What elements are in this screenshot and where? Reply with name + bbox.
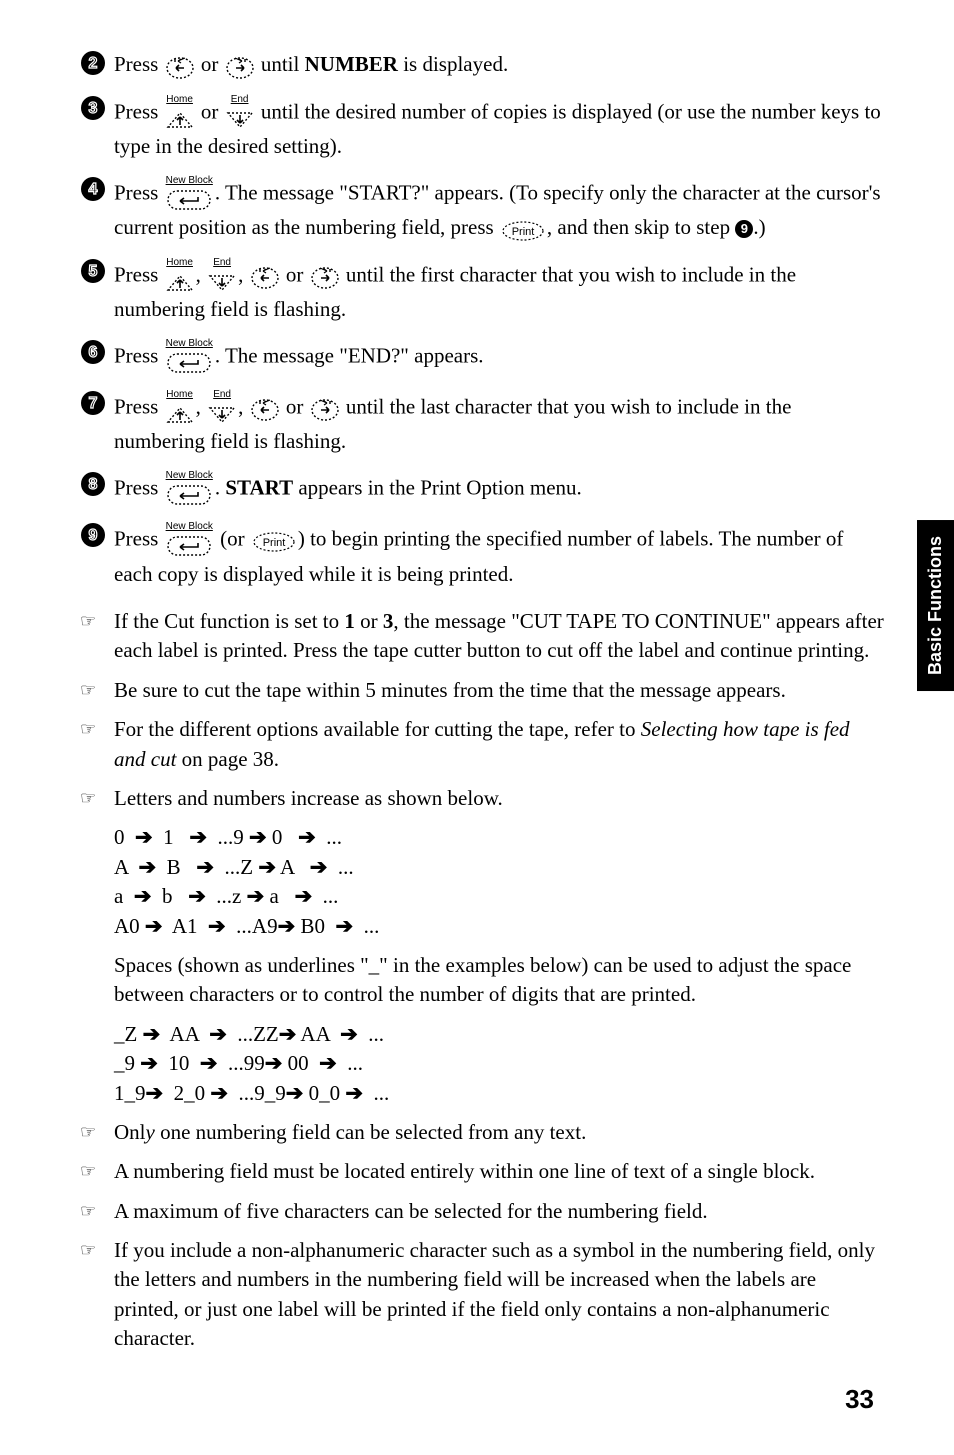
increment-row: A ➔ B ➔ ...Z ➔ A ➔ ... [114, 853, 884, 882]
step-text: Press New Block (or Print ) to begin pri… [114, 522, 884, 589]
note: ☞ Only one numbering field can be select… [80, 1118, 884, 1147]
note-text: A numbering field must be located entire… [114, 1157, 884, 1186]
note: ☞ A numbering field must be located enti… [80, 1157, 884, 1186]
i-enter-icon: New Block [166, 471, 213, 508]
svg-text:9: 9 [89, 527, 98, 544]
step-bullet: 3 [80, 95, 114, 121]
svg-text:2: 2 [89, 55, 98, 72]
note-icon: ☞ [80, 715, 114, 742]
note-text: Only one numbering field can be selected… [114, 1118, 884, 1147]
i-up-icon: Home [166, 390, 194, 427]
step-bullet: 2 [80, 50, 114, 76]
i-left-icon [166, 51, 194, 80]
step-bullet: 8 [80, 471, 114, 497]
i-right-icon [311, 394, 339, 423]
i-down-icon: End [226, 95, 254, 132]
note-icon: ☞ [80, 1118, 114, 1145]
step-6: 6 Press New Block . The message "END?" a… [80, 339, 884, 376]
increment-row: _Z ➔ AA ➔ ...ZZ➔ AA ➔ ... [114, 1020, 884, 1049]
note: ☞ Be sure to cut the tape within 5 minut… [80, 676, 884, 705]
note-icon: ☞ [80, 1197, 114, 1224]
step-9: 9 Press New Block (or Print ) to begin p… [80, 522, 884, 589]
step-text: Press Home , End , or until the first ch… [114, 258, 884, 325]
step-7: 7 Press Home , End , or until the last c… [80, 390, 884, 457]
step-text: Press or until NUMBER is displayed. [114, 50, 884, 81]
step-5: 5 Press Home , End , or until the first … [80, 258, 884, 325]
note-icon: ☞ [80, 784, 114, 811]
step-text: Press Home , End , or until the last cha… [114, 390, 884, 457]
note-text: If you include a non-alphanumeric charac… [114, 1236, 884, 1354]
step-bullet: 7 [80, 390, 114, 416]
increment-row: 1_9➔ 2_0 ➔ ...9_9➔ 0_0 ➔ ... [114, 1079, 884, 1108]
i-enter-icon: New Block [166, 176, 213, 213]
i-right-icon [311, 262, 339, 291]
note: ☞ Letters and numbers increase as shown … [80, 784, 884, 813]
step-8: 8 Press New Block . START appears in the… [80, 471, 884, 508]
note-icon: ☞ [80, 1157, 114, 1184]
i-left-icon [251, 262, 279, 291]
print-key-icon: Print [501, 215, 545, 244]
i-down-icon: End [208, 258, 236, 295]
table-mid-text: Spaces (shown as underlines "_" in the e… [114, 951, 884, 1010]
i-enter-icon: New Block [166, 522, 213, 559]
note-text: For the different options available for … [114, 715, 884, 774]
i-left-icon [251, 394, 279, 423]
page-number: 33 [80, 1384, 884, 1415]
note-text: Letters and numbers increase as shown be… [114, 784, 884, 813]
side-tab: Basic Functions [917, 520, 954, 691]
increment-row: 0 ➔ 1 ➔ ...9 ➔ 0 ➔ ... [114, 823, 884, 852]
svg-text:7: 7 [89, 395, 98, 412]
svg-text:6: 6 [89, 344, 98, 361]
step-bullet: 4 [80, 176, 114, 202]
step-text: Press Home or End until the desired numb… [114, 95, 884, 162]
note: ☞ For the different options available fo… [80, 715, 884, 774]
i-down-icon: End [208, 390, 236, 427]
i-enter-icon: New Block [166, 339, 213, 376]
note-text: A maximum of five characters can be sele… [114, 1197, 884, 1226]
note-icon: ☞ [80, 607, 114, 634]
svg-text:Print: Print [512, 226, 535, 238]
svg-text:Print: Print [263, 537, 286, 549]
step-ref-9: 9 [735, 220, 753, 238]
i-up-icon: Home [166, 95, 194, 132]
step-bullet: 5 [80, 258, 114, 284]
i-up-icon: Home [166, 258, 194, 295]
note-icon: ☞ [80, 676, 114, 703]
increment-row: a ➔ b ➔ ...z ➔ a ➔ ... [114, 882, 884, 911]
step-bullet: 9 [80, 522, 114, 548]
step-3: 3 Press Home or End until the desired nu… [80, 95, 884, 162]
svg-text:4: 4 [89, 181, 98, 198]
step-4: 4 Press New Block . The message "START?"… [80, 176, 884, 244]
step-text: Press New Block . START appears in the P… [114, 471, 884, 508]
increment-row: _9 ➔ 10 ➔ ...99➔ 00 ➔ ... [114, 1049, 884, 1078]
step-text: Press New Block . The message "END?" app… [114, 339, 884, 376]
note: ☞ A maximum of five characters can be se… [80, 1197, 884, 1226]
note-text: Be sure to cut the tape within 5 minutes… [114, 676, 884, 705]
print-key-icon: Print [252, 526, 296, 555]
step-bullet: 6 [80, 339, 114, 365]
step-2: 2 Press or until NUMBER is displayed. [80, 50, 884, 81]
step-text: Press New Block . The message "START?" a… [114, 176, 884, 244]
note: ☞ If the Cut function is set to 1 or 3, … [80, 607, 884, 666]
i-right-icon [226, 51, 254, 80]
note: ☞ If you include a non-alphanumeric char… [80, 1236, 884, 1354]
svg-text:5: 5 [89, 263, 98, 280]
svg-text:8: 8 [89, 476, 98, 493]
note-icon: ☞ [80, 1236, 114, 1263]
note-text: If the Cut function is set to 1 or 3, th… [114, 607, 884, 666]
svg-text:3: 3 [89, 100, 98, 117]
increment-row: A0 ➔ A1 ➔ ...A9➔ B0 ➔ ... [114, 912, 884, 941]
